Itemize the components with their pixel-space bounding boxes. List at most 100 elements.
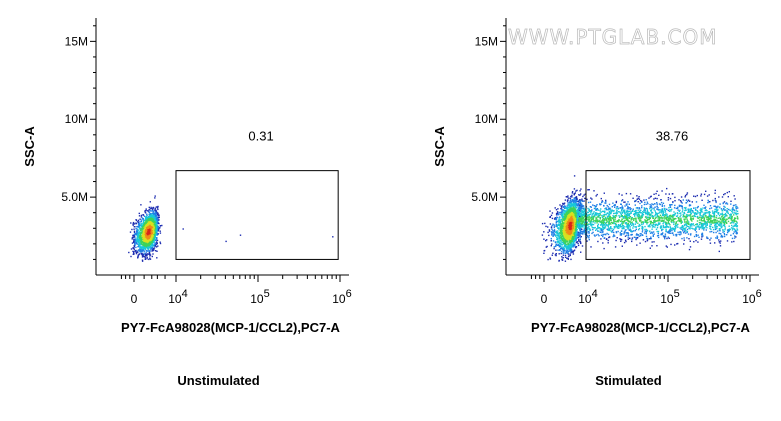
data-point [629,193,632,195]
data-point [134,244,136,246]
data-point [626,213,628,216]
data-point [565,212,568,214]
data-point [725,221,728,224]
data-point [150,230,152,232]
data-point [149,235,152,238]
data-point [559,244,561,246]
gate-percentage-label: 0.31 [248,129,273,144]
data-point [575,201,577,203]
data-point [148,237,150,239]
data-point [150,231,152,234]
data-point [154,214,157,216]
data-point [145,255,147,257]
data-point [146,236,148,239]
data-point [150,238,152,240]
data-point [574,210,576,212]
data-point [567,197,570,199]
data-point [157,214,159,217]
data-point [607,221,610,224]
data-point [613,210,615,212]
data-point [575,223,577,225]
data-point [564,214,566,217]
data-point [730,200,732,202]
data-point [139,243,141,245]
data-point [134,243,136,245]
data-point [588,209,590,211]
data-point [143,224,145,226]
data-point [592,227,594,229]
data-point [579,237,581,239]
data-point [688,214,691,216]
data-point [151,240,154,242]
data-point [151,249,154,251]
data-point [646,208,648,210]
data-point [675,222,677,224]
data-point [573,214,575,216]
data-point [629,207,631,209]
data-point [580,188,582,190]
data-point [577,211,580,213]
data-point [161,224,163,227]
data-point [571,196,573,198]
data-point [555,225,557,228]
data-point [149,252,151,255]
data-point [146,226,149,228]
data-point [657,230,660,233]
data-point [566,249,568,251]
data-point [549,210,551,212]
data-point [680,205,683,208]
gate-rectangle[interactable] [175,170,339,260]
data-point [135,252,138,255]
data-point [551,232,553,234]
data-point [700,210,702,212]
data-point [558,233,560,235]
data-point [133,245,135,247]
data-point [563,219,565,221]
data-point [703,219,705,221]
data-point [332,236,334,238]
data-point [151,215,153,218]
data-point [640,233,642,235]
data-point [140,241,142,243]
data-point [154,215,156,217]
data-point [720,240,722,242]
data-point [562,246,564,248]
data-point [576,234,578,236]
data-point [567,234,569,236]
data-point [148,219,151,221]
data-point [570,242,572,244]
data-point [144,257,147,259]
data-point [132,250,134,253]
data-point [135,222,138,225]
data-point [129,231,132,233]
data-point [567,246,569,248]
data-point [136,225,138,228]
data-point [562,252,564,254]
data-point [651,231,653,233]
data-point [664,238,666,240]
x-tick-label: 104 [168,288,187,306]
data-point [570,258,572,261]
data-point [544,222,546,225]
data-point [689,208,691,210]
data-point [138,242,140,244]
data-point [556,216,558,218]
data-point [132,224,134,226]
data-point [563,211,565,213]
data-point [156,233,158,236]
data-point [723,218,725,220]
data-point [553,226,555,229]
data-point [591,232,593,235]
data-point [681,228,684,231]
data-point [156,242,158,244]
data-point [135,228,137,230]
data-point [677,220,679,222]
data-point [553,246,555,248]
data-point [152,222,155,224]
data-point [150,248,152,250]
data-point [629,213,631,215]
panel-caption: Unstimulated [177,373,259,388]
data-point [693,207,695,209]
